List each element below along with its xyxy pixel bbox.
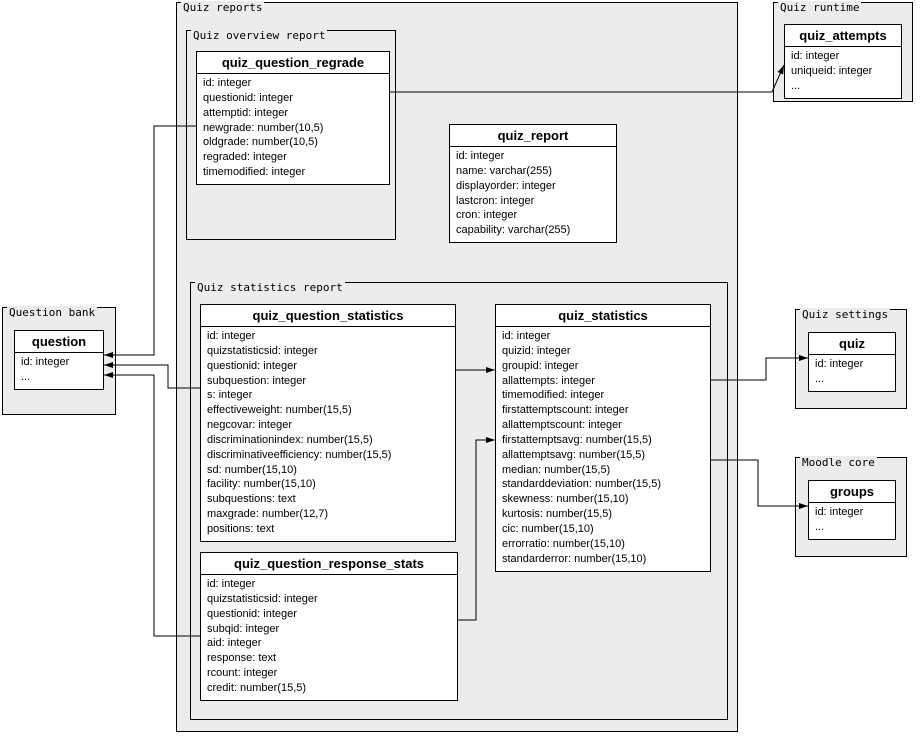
table-field: uniqueid: integer (791, 64, 895, 79)
table-quiz-question-regrade: quiz_question_regrade id: integerquestio… (196, 51, 390, 185)
table-field: groupid: integer (502, 359, 704, 374)
table-question: question id: integer... (14, 330, 104, 390)
container-title-moodle-core: Moodle core (800, 456, 877, 469)
table-field: errorratio: number(15,10) (502, 537, 704, 552)
table-field: id: integer (456, 149, 610, 164)
table-field: id: integer (502, 329, 704, 344)
table-title: quiz_statistics (496, 305, 710, 327)
table-field: cron: integer (456, 208, 610, 223)
table-field: newgrade: number(10,5) (203, 121, 383, 136)
table-field: allattempts: integer (502, 374, 704, 389)
table-fields: id: integeruniqueid: integer... (785, 47, 901, 98)
table-field: id: integer (815, 505, 889, 520)
table-fields: id: integerquizstatisticsid: integerques… (201, 575, 457, 700)
table-field: firstattemptscount: integer (502, 403, 704, 418)
table-field: quizstatisticsid: integer (207, 344, 449, 359)
table-fields: id: integerquestionid: integerattemptid:… (197, 74, 389, 184)
table-groups: groups id: integer... (808, 480, 896, 540)
table-field: oldgrade: number(10,5) (203, 135, 383, 150)
table-field: firstattemptsavg: number(15,5) (502, 433, 704, 448)
table-field: ... (815, 372, 889, 387)
table-field: id: integer (207, 577, 451, 592)
table-quiz-attempts: quiz_attempts id: integeruniqueid: integ… (784, 24, 902, 99)
table-field: timemodified: integer (203, 165, 383, 180)
table-field: capability: varchar(255) (456, 223, 610, 238)
container-title-quiz-settings: Quiz settings (800, 308, 890, 321)
table-quiz-question-response-stats: quiz_question_response_stats id: integer… (200, 552, 458, 701)
table-field: name: varchar(255) (456, 164, 610, 179)
table-field: credit: number(15,5) (207, 681, 451, 696)
table-title: question (15, 331, 103, 353)
table-field: effectiveweight: number(15,5) (207, 403, 449, 418)
table-field: skewness: number(15,10) (502, 492, 704, 507)
table-field: median: number(15,5) (502, 463, 704, 478)
table-field: sd: number(15,10) (207, 463, 449, 478)
table-field: id: integer (815, 357, 889, 372)
table-field: subquestion: integer (207, 374, 449, 389)
container-title-quiz-runtime: Quiz runtime (778, 1, 861, 14)
table-fields: id: integername: varchar(255)displayorde… (450, 147, 616, 242)
table-field: aid: integer (207, 636, 451, 651)
table-field: facility: number(15,10) (207, 477, 449, 492)
table-field: ... (815, 520, 889, 535)
table-field: s: integer (207, 388, 449, 403)
table-field: questionid: integer (203, 91, 383, 106)
table-fields: id: integer... (15, 353, 103, 389)
table-field: quizid: integer (502, 344, 704, 359)
table-fields: id: integer... (809, 503, 895, 539)
table-field: attemptid: integer (203, 106, 383, 121)
table-title: groups (809, 481, 895, 503)
table-title: quiz_question_response_stats (201, 553, 457, 575)
container-title-question-bank: Question bank (7, 306, 97, 319)
table-field: allattemptsavg: number(15,5) (502, 448, 704, 463)
table-field: positions: text (207, 522, 449, 537)
table-field: ... (791, 79, 895, 94)
container-title-quiz-reports: Quiz reports (181, 1, 264, 14)
container-title-quiz-overview-report: Quiz overview report (191, 29, 327, 42)
table-title: quiz_report (450, 125, 616, 147)
table-fields: id: integerquizstatisticsid: integerques… (201, 327, 455, 541)
table-field: kurtosis: number(15,5) (502, 507, 704, 522)
table-field: cic: number(15,10) (502, 522, 704, 537)
table-field: quizstatisticsid: integer (207, 592, 451, 607)
table-field: ... (21, 370, 97, 385)
table-title: quiz_question_statistics (201, 305, 455, 327)
table-field: discriminationindex: number(15,5) (207, 433, 449, 448)
table-title: quiz_attempts (785, 25, 901, 47)
table-field: standarddeviation: number(15,5) (502, 477, 704, 492)
table-field: displayorder: integer (456, 179, 610, 194)
table-field: response: text (207, 651, 451, 666)
table-quiz-statistics: quiz_statistics id: integerquizid: integ… (495, 304, 711, 572)
table-field: timemodified: integer (502, 388, 704, 403)
table-title: quiz_question_regrade (197, 52, 389, 74)
table-quiz-report: quiz_report id: integername: varchar(255… (449, 124, 617, 243)
table-field: negcovar: integer (207, 418, 449, 433)
table-field: subqid: integer (207, 622, 451, 637)
table-field: regraded: integer (203, 150, 383, 165)
table-field: allattemptscount: integer (502, 418, 704, 433)
table-field: id: integer (21, 355, 97, 370)
table-field: maxgrade: number(12,7) (207, 507, 449, 522)
table-field: questionid: integer (207, 607, 451, 622)
table-quiz-question-statistics: quiz_question_statistics id: integerquiz… (200, 304, 456, 542)
table-field: id: integer (207, 329, 449, 344)
container-title-quiz-statistics-report: Quiz statistics report (195, 281, 345, 294)
table-field: discriminativeefficiency: number(15,5) (207, 448, 449, 463)
table-fields: id: integerquizid: integergroupid: integ… (496, 327, 710, 571)
table-quiz: quiz id: integer... (808, 332, 896, 392)
table-field: questionid: integer (207, 359, 449, 374)
table-field: standarderror: number(15,10) (502, 552, 704, 567)
table-title: quiz (809, 333, 895, 355)
table-field: lastcron: integer (456, 194, 610, 209)
table-fields: id: integer... (809, 355, 895, 391)
table-field: id: integer (791, 49, 895, 64)
table-field: subquestions: text (207, 492, 449, 507)
table-field: id: integer (203, 76, 383, 91)
table-field: rcount: integer (207, 666, 451, 681)
